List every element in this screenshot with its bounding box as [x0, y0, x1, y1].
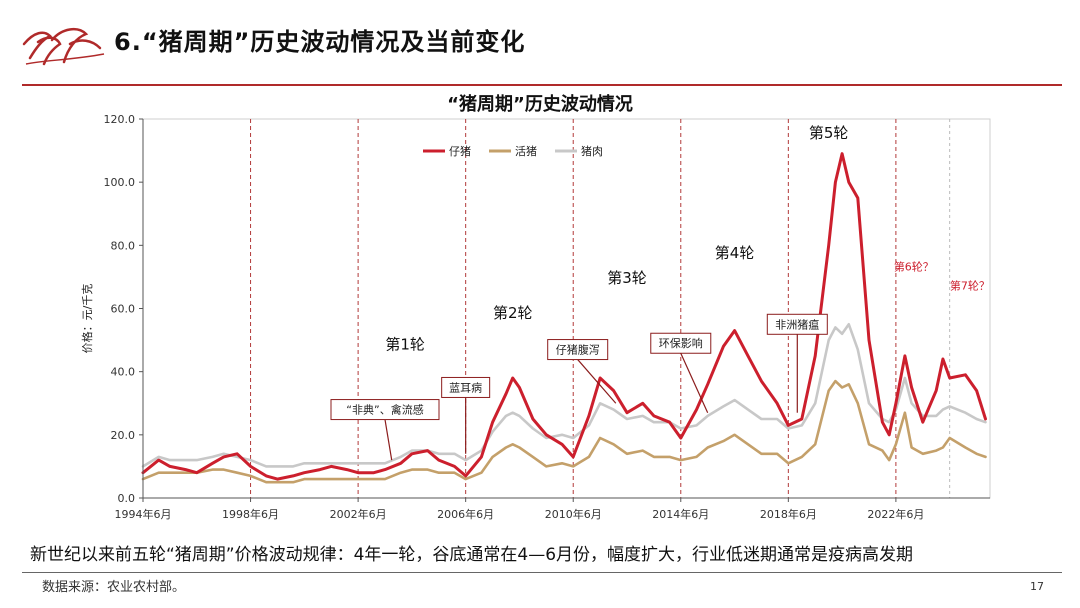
annotation-text: 非洲猪瘟 [775, 317, 819, 331]
x-tick-label: 2014年6月 [652, 507, 709, 521]
series-line-piglet [141, 152, 987, 481]
logo-icon [22, 27, 105, 66]
annotation-text: 蓝耳病 [449, 380, 482, 394]
x-tick-label: 2022年6月 [867, 507, 924, 521]
y-tick-label: 80.0 [111, 239, 136, 252]
annotation-text: “非典”、禽流感 [346, 403, 423, 417]
y-tick-label: 60.0 [111, 303, 136, 316]
annotation-text: 环保影响 [659, 336, 703, 350]
data-source: 数据来源：农业农村部。 [42, 580, 186, 595]
header-divider [22, 84, 1062, 86]
y-tick-label: 20.0 [111, 429, 136, 442]
x-tick-label: 2006年6月 [437, 507, 494, 521]
legend-label: 猪肉 [581, 145, 603, 158]
y-axis-label: 价格：元/千克 [80, 284, 94, 354]
annotation-box [547, 339, 609, 361]
annotation-box [330, 399, 440, 421]
series-line-pork [141, 322, 987, 468]
annotation-box [766, 313, 828, 335]
annotation-box [650, 332, 712, 354]
summary-text: 新世纪以来前五轮“猪周期”价格波动规律：4年一轮，谷底通常在4—6月份，幅度扩大… [30, 545, 914, 565]
x-tick-label: 1998年6月 [222, 507, 279, 521]
annotation-box [441, 376, 491, 398]
cycle-label: 第3轮 [607, 269, 647, 287]
y-tick-label: 100.0 [104, 176, 136, 189]
annotation-arrow [680, 352, 709, 413]
legend-label: 活猪 [515, 145, 537, 158]
annotation-arrow [577, 359, 617, 404]
page-number: 17 [1030, 580, 1044, 593]
annotation-text: 仔猪腹泻 [556, 343, 600, 357]
x-tick-label: 1994年6月 [115, 507, 172, 521]
series-line-hog [141, 379, 987, 484]
footer-divider [22, 572, 1062, 573]
x-tick-label: 2018年6月 [760, 507, 817, 521]
cycle-label: 第1轮 [385, 336, 425, 354]
chart-title: “猪周期”历史波动情况 [447, 94, 633, 115]
x-tick-label: 2002年6月 [330, 507, 387, 521]
forecast-label: 第7轮？ [950, 279, 990, 293]
y-tick-label: 120.0 [104, 113, 136, 126]
cycle-label: 第4轮 [715, 244, 755, 262]
plot-area [142, 118, 991, 499]
forecast-label: 第6轮？ [894, 260, 934, 274]
y-tick-label: 40.0 [111, 366, 136, 379]
cycle-label: 第5轮 [809, 124, 849, 142]
annotation-arrow [384, 419, 393, 461]
legend-label: 仔猪 [449, 145, 471, 158]
page-title: 6.“猪周期”历史波动情况及当前变化 [114, 28, 526, 56]
cycle-label: 第2轮 [493, 304, 533, 322]
y-tick-label: 0.0 [118, 492, 136, 505]
x-tick-label: 2010年6月 [545, 507, 602, 521]
